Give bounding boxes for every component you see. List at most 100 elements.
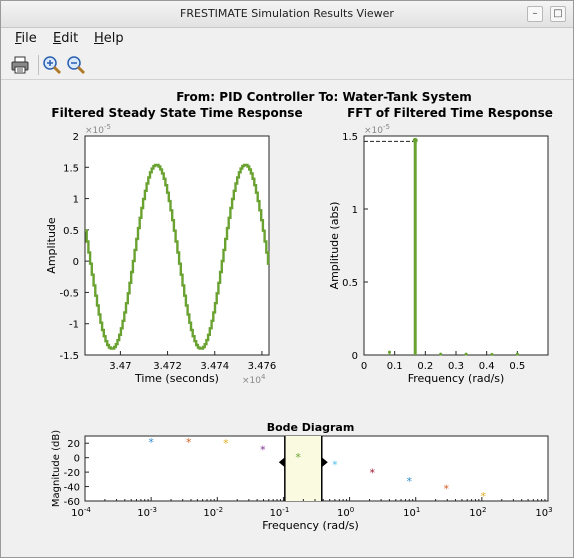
menu-edit-key: E [53, 31, 62, 46]
x-tick-label: 10-4 [71, 506, 91, 519]
x-tick-label: 100 [337, 506, 354, 519]
y-tick-label: -20 [64, 468, 80, 479]
window-title: FRESTIMATE Simulation Results Viewer [180, 7, 394, 20]
y-axis-label: Amplitude [45, 217, 58, 274]
response-line [85, 163, 270, 350]
x-tick-label: 10-2 [203, 506, 223, 519]
fft-point [412, 137, 418, 143]
y-tick-label: 0 [73, 257, 79, 268]
chart-title: Filtered Steady State Time Response [51, 106, 302, 120]
y-tick-label: 1.5 [342, 132, 358, 143]
fft-axes[interactable]: FFT of Filtered Time Response 0 0.5 1 1.5 0 0.… [328, 106, 553, 385]
x-tick-label: 0.5 [509, 361, 525, 372]
bode-point: * [186, 436, 192, 449]
menu-help-rest: elp [103, 31, 124, 46]
x-tick-power: -2 [216, 506, 223, 514]
bode-point: * [332, 458, 338, 471]
fft-point [490, 352, 494, 356]
x-tick-label: 10-1 [270, 506, 290, 519]
y-tick-label: 0.5 [63, 226, 79, 237]
x-tick-power: -4 [84, 506, 92, 514]
bode-point: * [295, 451, 301, 464]
y-tick-label: 1.5 [63, 163, 79, 174]
x-tick-power: 0 [350, 506, 354, 514]
menu-edit-rest: dit [61, 31, 79, 46]
printer-icon [11, 56, 29, 74]
bode-point: * [481, 490, 487, 503]
x-tick-power: -1 [282, 506, 289, 514]
toolbar-separator [38, 55, 39, 75]
bode-point: * [148, 436, 154, 449]
x-tick-power: -3 [150, 506, 157, 514]
menu-help[interactable]: Help [94, 31, 124, 46]
y-tick-label: 0 [352, 351, 358, 362]
figure-svg: From: PID Controller To: Water-Tank Syst… [45, 90, 553, 532]
y-tick-label: -1.5 [59, 351, 79, 362]
x-tick-label: 10-3 [137, 506, 157, 519]
toolbar [1, 51, 573, 80]
y-tick-label: -60 [64, 497, 80, 508]
bode-point: * [407, 475, 413, 488]
x-tick-label: 101 [403, 506, 420, 519]
fft-point [515, 352, 519, 356]
menu-file-rest: ile [21, 31, 37, 46]
zoom-out-button[interactable] [65, 54, 87, 76]
bode-point: * [223, 437, 229, 450]
print-button[interactable] [9, 54, 31, 76]
chart-title: FFT of Filtered Time Response [347, 106, 553, 120]
bode-point: * [260, 443, 266, 456]
x-axis-label: Frequency (rad/s) [262, 519, 359, 532]
y-tick-label: 2 [73, 132, 79, 143]
zoom-out-icon [67, 56, 86, 75]
x-tick-label: 3.474 [200, 361, 229, 372]
fft-point [439, 352, 443, 356]
maximize-button[interactable]: □ [550, 6, 566, 22]
bode-axes[interactable]: Bode Diagram -60 -40 -20 0 20 10-4 10-3 10-2 10-1… [51, 421, 553, 532]
x-tick-label: 0.2 [417, 361, 433, 372]
x-tick-label: 0.1 [387, 361, 403, 372]
x-tick-label: 0 [361, 361, 367, 372]
time-response-axes[interactable]: Filtered Steady State Time Response -1.5 -… [45, 106, 303, 386]
y-tick-label: -0.5 [59, 288, 79, 299]
menu-edit[interactable]: Edit [53, 31, 78, 46]
y-tick-label: -1 [69, 320, 79, 331]
x-exponent: ×104 [242, 373, 266, 386]
x-tick-label: 3.476 [248, 361, 277, 372]
x-axis-label: Frequency (rad/s) [408, 372, 505, 385]
y-tick-label: 1 [73, 195, 79, 206]
menu-file-key: F [15, 31, 22, 46]
y-axis-label: Magnitude (dB) [51, 430, 62, 507]
chart-title: Bode Diagram [267, 421, 355, 434]
menu-bar: File Edit Help [1, 28, 573, 50]
title-bar[interactable]: FRESTIMATE Simulation Results Viewer – □ [1, 1, 573, 28]
x-axis-label: Time (seconds) [134, 372, 219, 385]
fft-point [387, 350, 391, 354]
plot-area [363, 135, 549, 356]
y-tick-label: 0.5 [342, 278, 358, 289]
bode-point: * [444, 482, 450, 495]
minimize-button[interactable]: – [527, 6, 543, 22]
zoom-in-icon [43, 56, 62, 75]
figure-super-title: From: PID Controller To: Water-Tank Syst… [176, 90, 472, 104]
y-tick-label: 20 [67, 439, 80, 450]
x-tick-label: 3.47 [109, 361, 131, 372]
x-tick-power: 2 [482, 506, 486, 514]
y-tick-label: -40 [64, 483, 80, 494]
zoom-in-button[interactable] [41, 54, 63, 76]
menu-file[interactable]: File [15, 31, 37, 46]
figure-canvas: From: PID Controller To: Water-Tank Syst… [7, 81, 569, 551]
x-tick-label: 103 [535, 506, 552, 519]
band-right-handle-icon [321, 457, 328, 468]
y-tick-label: 1 [352, 205, 358, 216]
y-exponent: ×10-5 [364, 123, 390, 136]
fft-point [464, 352, 468, 356]
y-exponent-power: -5 [104, 123, 111, 131]
bode-point: * [369, 466, 375, 479]
y-exponent: ×10-5 [85, 123, 111, 136]
x-tick-label: 102 [469, 506, 486, 519]
x-tick-power: 1 [416, 506, 420, 514]
band-left-handle-icon [278, 457, 285, 468]
y-exponent-power: -5 [383, 123, 390, 131]
x-exponent-power: 4 [261, 373, 266, 381]
